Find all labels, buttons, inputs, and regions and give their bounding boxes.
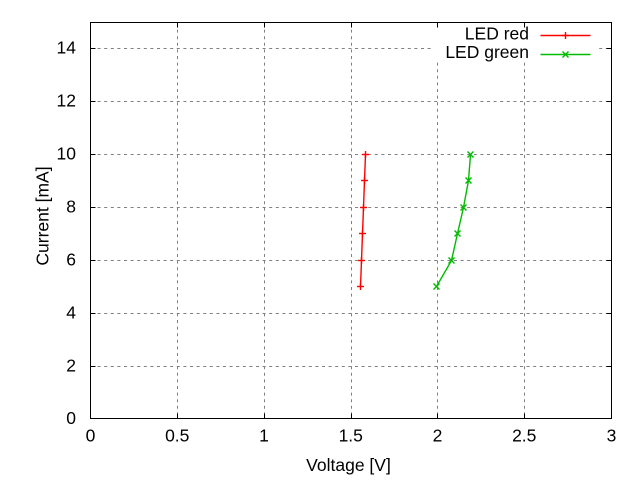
svg-text:0: 0 — [86, 426, 96, 446]
svg-text:0.5: 0.5 — [165, 426, 189, 446]
svg-text:2: 2 — [66, 356, 76, 376]
svg-text:0: 0 — [66, 408, 76, 428]
svg-text:4: 4 — [66, 303, 76, 323]
svg-text:LED green: LED green — [445, 42, 529, 62]
svg-text:2: 2 — [433, 426, 443, 446]
svg-text:10: 10 — [57, 144, 77, 164]
svg-text:1.5: 1.5 — [339, 426, 363, 446]
svg-text:1: 1 — [259, 426, 269, 446]
svg-text:12: 12 — [57, 91, 76, 111]
svg-text:LED red: LED red — [465, 24, 529, 44]
svg-text:Voltage [V]: Voltage [V] — [306, 455, 391, 475]
svg-text:6: 6 — [66, 250, 76, 270]
svg-text:14: 14 — [57, 38, 77, 58]
svg-text:3: 3 — [607, 426, 617, 446]
svg-text:Current [mA]: Current [mA] — [33, 166, 53, 265]
svg-text:8: 8 — [66, 197, 76, 217]
svg-text:2.5: 2.5 — [512, 426, 536, 446]
